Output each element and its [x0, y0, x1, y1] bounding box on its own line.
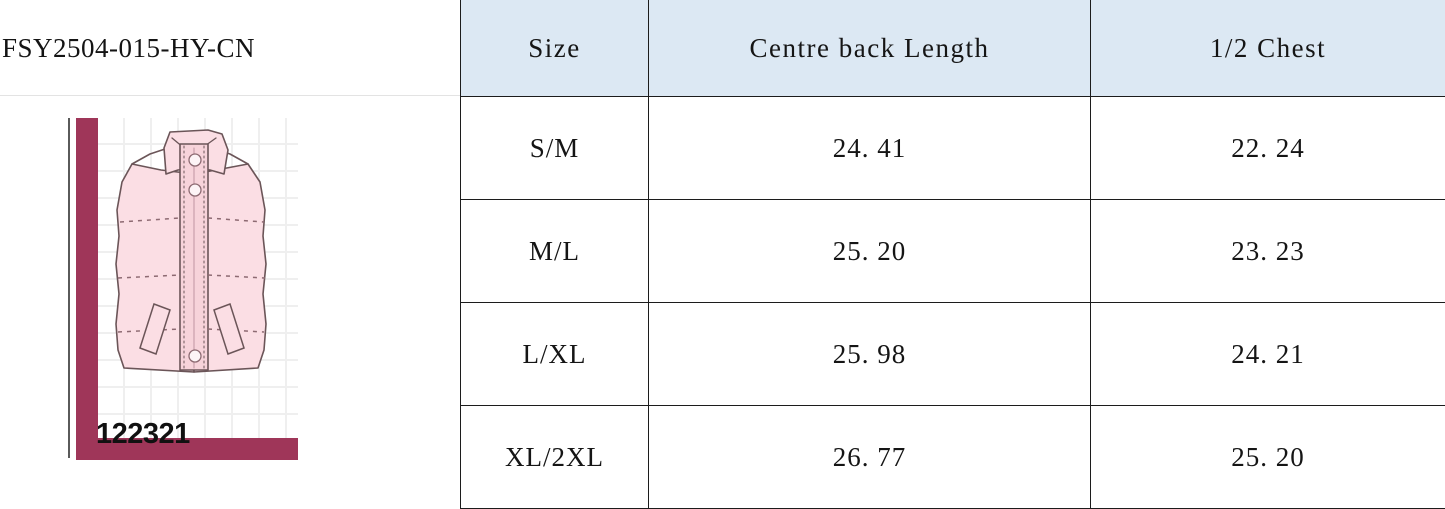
cell-size: XL/2XL — [461, 406, 649, 509]
cell-size: L/XL — [461, 303, 649, 406]
frame-left-bar — [76, 118, 98, 460]
style-code-label: FSY2504-015-HY-CN — [2, 31, 255, 65]
measurements-table: Size Centre back Length 1/2 Chest S/M 24… — [460, 0, 1445, 509]
cell-half-chest: 24. 21 — [1091, 303, 1445, 406]
cell-half-chest: 23. 23 — [1091, 200, 1445, 303]
grid-background — [98, 118, 298, 438]
product-illustration — [76, 118, 298, 460]
column-header-length: Centre back Length — [649, 0, 1091, 97]
vertical-rule — [68, 118, 70, 458]
cell-half-chest: 22. 24 — [1091, 97, 1445, 200]
sku-number-label: 122321 — [96, 418, 190, 451]
table-row: XL/2XL 26. 77 25. 20 — [461, 406, 1445, 509]
cell-centre-back-length: 25. 98 — [649, 303, 1091, 406]
table-header-row: Size Centre back Length 1/2 Chest — [461, 0, 1445, 97]
table-row: L/XL 25. 98 24. 21 — [461, 303, 1445, 406]
table-row: M/L 25. 20 23. 23 — [461, 200, 1445, 303]
table-row: S/M 24. 41 22. 24 — [461, 97, 1445, 200]
header-divider — [0, 95, 460, 96]
vest-sketch-icon — [98, 118, 298, 438]
size-chart-page: FSY2504-015-HY-CN — [0, 0, 1445, 496]
column-header-chest: 1/2 Chest — [1091, 0, 1445, 97]
left-panel: FSY2504-015-HY-CN — [0, 0, 460, 496]
cell-centre-back-length: 26. 77 — [649, 406, 1091, 509]
cell-half-chest: 25. 20 — [1091, 406, 1445, 509]
column-header-size: Size — [461, 0, 649, 97]
cell-centre-back-length: 24. 41 — [649, 97, 1091, 200]
cell-centre-back-length: 25. 20 — [649, 200, 1091, 303]
cell-size: M/L — [461, 200, 649, 303]
cell-size: S/M — [461, 97, 649, 200]
